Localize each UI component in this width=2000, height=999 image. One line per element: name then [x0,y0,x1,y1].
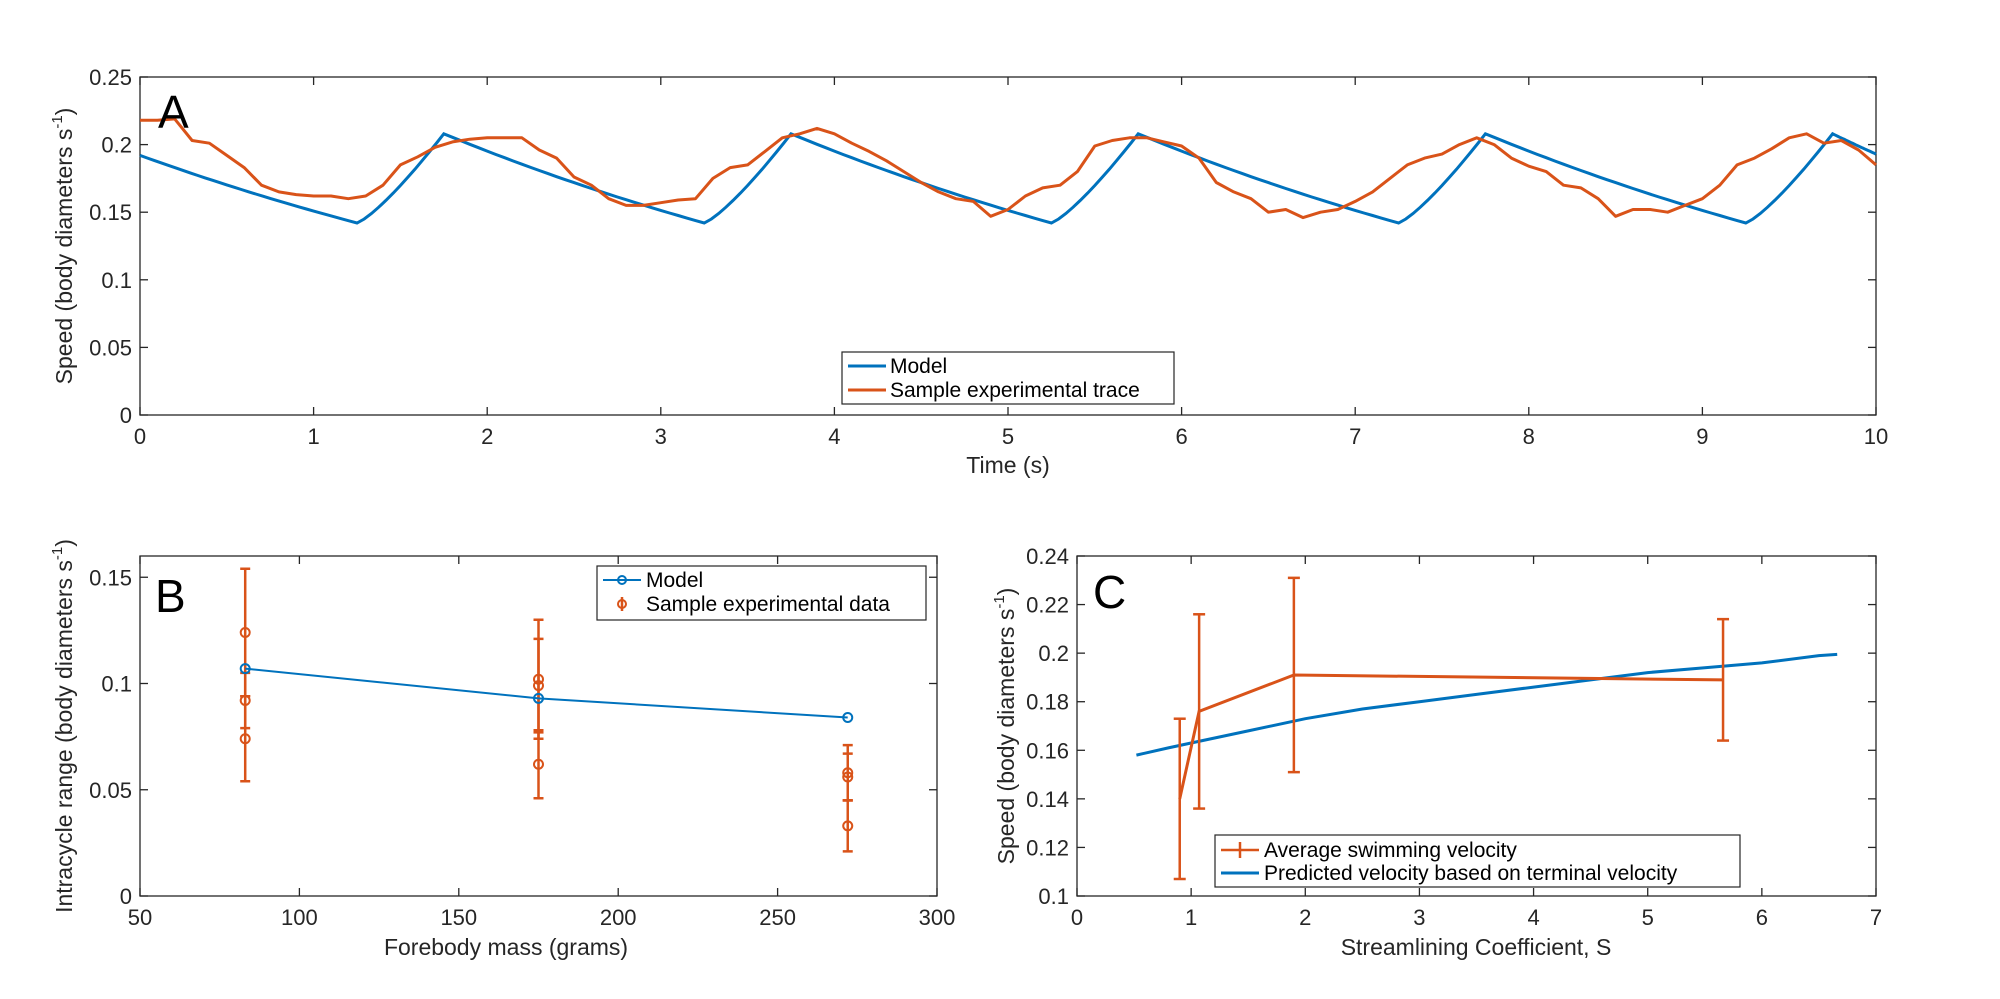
x-tick-label: 100 [281,905,318,930]
y-tick-label: 0.1 [101,268,132,293]
panel-b-y-axis-title: Intracycle range (body diameters s-1) [49,539,77,913]
panel-c-x-ticks: 0 1 2 3 4 5 6 7 [1071,556,1882,930]
panel-b-legend-box [596,565,927,621]
y-tick-label: 0.16 [1026,738,1069,763]
x-tick-label: 0 [1071,905,1083,930]
x-tick-label: 200 [600,905,637,930]
panel-a: 0 1 2 3 4 5 6 7 8 9 10 0 0.05 0.1 0.15 0.2 0.25 A Time … [49,65,1888,478]
panel-a-y-axis-title: Speed (body diameters s-1) [49,108,77,385]
panel-a-experimental-line [140,117,1877,220]
panel-b-legend-experimental-label: Sample experimental data [646,593,890,616]
x-tick-label: 1 [307,424,319,449]
y-tick-label: 0.2 [101,133,132,158]
x-tick-label: 4 [1527,905,1539,930]
panel-b-letter: B [155,570,186,622]
panel-b-experimental-point [842,820,854,832]
x-tick-label: 4 [828,424,840,449]
x-tick-label: 6 [1756,905,1768,930]
x-tick-label: 8 [1523,424,1535,449]
x-tick-label: 3 [1413,905,1425,930]
y-tick-label: 0.24 [1026,544,1069,569]
panel-c-legend-predicted-label: Predicted velocity based on terminal vel… [1264,862,1678,885]
panel-b-experimental-point [239,733,251,745]
x-tick-label: 3 [655,424,667,449]
x-tick-label: 7 [1349,424,1361,449]
panel-b-legend-experimental-marker [617,599,627,609]
panel-c-y-ticks: 0.1 0.12 0.14 0.16 0.18 0.2 0.22 0.24 [1026,544,1876,909]
panel-b-model-point [842,712,854,723]
panel-a-y-ticks: 0 0.05 0.1 0.15 0.2 0.25 [89,65,1876,428]
panel-c-letter: C [1093,566,1126,618]
y-tick-label: 0.18 [1026,690,1069,715]
panel-a-legend-model-label: Model [890,355,947,378]
x-tick-label: 9 [1696,424,1708,449]
panel-b-legend-model-label: Model [646,569,703,592]
panel-b-y-ticks: 0 0.05 0.1 0.15 [89,565,937,909]
x-tick-label: 50 [128,905,152,930]
panel-a-legend-experimental-label: Sample experimental trace [890,379,1140,402]
panel-a-letter: A [158,86,189,138]
panel-a-x-ticks: 0 1 2 3 4 5 6 7 8 9 10 [134,77,1888,449]
y-tick-label: 0.12 [1026,835,1069,860]
x-tick-label: 0 [134,424,146,449]
x-tick-label: 300 [919,905,956,930]
panel-a-legend-box [841,351,1175,405]
panel-b-model-line [245,667,848,719]
y-tick-label: 0.15 [89,200,132,225]
panel-b-experimental-point [842,771,854,783]
y-tick-label: 0.2 [1038,641,1069,666]
panel-b-data [239,567,854,853]
panel-c-legend: Average swimming velocity Predicted velo… [1214,834,1741,888]
x-tick-label: 2 [481,424,493,449]
x-tick-label: 2 [1299,905,1311,930]
panel-a-x-axis-title: Time (s) [966,452,1049,478]
y-tick-label: 0 [120,884,132,909]
y-tick-label: 0.25 [89,65,132,90]
y-tick-label: 0 [120,403,132,428]
panel-c-predicted-line [1136,652,1838,757]
panel-b-x-axis-title: Forebody mass (grams) [384,934,628,960]
panel-b-x-ticks: 50 100 150 200 250 300 [128,556,956,930]
panel-b-experimental-point [239,627,251,638]
x-tick-label: 5 [1002,424,1014,449]
panel-b-model-point [533,692,544,704]
panel-c-y-axis-title: Speed (body diameters s-1) [991,588,1019,865]
y-tick-label: 0.22 [1026,593,1069,618]
panel-b-legend: Model Sample experimental data [596,565,927,621]
panel-b-legend-model-marker [617,575,627,585]
panel-c-x-axis-title: Streamlining Coefficient, S [1341,934,1612,960]
x-tick-label: 250 [759,905,796,930]
y-tick-label: 0.1 [1038,884,1069,909]
x-tick-label: 1 [1185,905,1197,930]
panel-c-legend-box [1214,834,1741,888]
panel-c-legend-average-label: Average swimming velocity [1264,839,1517,862]
panel-a-legend: Model Sample experimental trace [841,351,1175,405]
panel-c-axes-box [1076,555,1877,897]
panel-b-model-point [239,663,251,675]
x-tick-label: 10 [1864,424,1888,449]
x-tick-label: 5 [1642,905,1654,930]
y-tick-label: 0.14 [1026,787,1069,812]
y-tick-label: 0.15 [89,565,132,590]
panel-b: 50 100 150 200 250 300 0 0.05 0.1 0.15 B Forebod… [49,539,955,960]
panel-b-axes-box [139,555,938,897]
panel-b-experimental-point [533,680,544,692]
y-tick-label: 0.05 [89,778,132,803]
panel-a-lines [139,117,1877,225]
x-tick-label: 7 [1870,905,1882,930]
panel-c-average-line [1178,673,1724,800]
x-tick-label: 150 [440,905,477,930]
y-tick-label: 0.05 [89,335,132,360]
panel-b-experimental-point [533,758,544,770]
panel-c-data [1136,576,1838,881]
y-tick-label: 0.1 [101,672,132,697]
x-tick-label: 6 [1175,424,1187,449]
